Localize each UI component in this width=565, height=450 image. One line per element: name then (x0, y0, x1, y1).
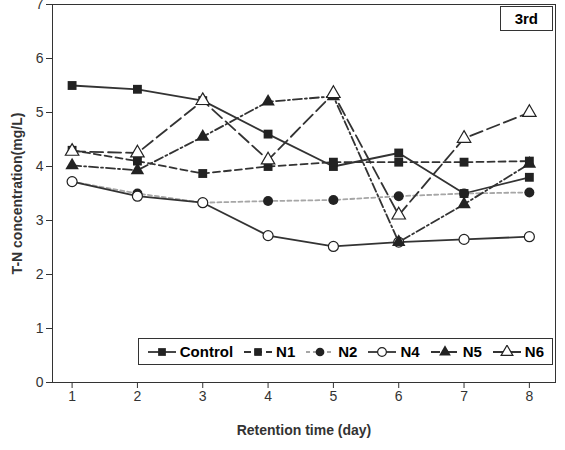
svg-text:T-N concentration(mg/L): T-N concentration(mg/L) (9, 113, 25, 275)
svg-text:3: 3 (36, 212, 44, 228)
svg-text:8: 8 (525, 388, 533, 404)
svg-text:Retention time (day): Retention time (day) (237, 422, 372, 438)
html-text:N2: N2 (338, 343, 358, 360)
html-text:N5: N5 (462, 343, 482, 360)
svg-text:0: 0 (36, 374, 44, 390)
svg-text:4: 4 (264, 388, 272, 404)
svg-text:6: 6 (395, 388, 403, 404)
svg-text:2: 2 (36, 266, 44, 282)
html-text:N4: N4 (400, 343, 420, 360)
html-text:N1: N1 (276, 343, 296, 360)
svg-text:1: 1 (68, 388, 76, 404)
svg-text:5: 5 (329, 388, 337, 404)
svg-text:7: 7 (460, 388, 468, 404)
svg-text:4: 4 (36, 158, 44, 174)
svg-text:5: 5 (36, 104, 44, 120)
svg-text:6: 6 (36, 50, 44, 66)
svg-text:3: 3 (199, 388, 207, 404)
svg-text:7: 7 (36, 0, 44, 12)
html-text:N6: N6 (524, 343, 544, 360)
svg-text:1: 1 (36, 320, 44, 336)
html-text:3rd: 3rd (514, 10, 538, 27)
svg-text:2: 2 (134, 388, 142, 404)
html-text:Control: Control (179, 343, 234, 360)
